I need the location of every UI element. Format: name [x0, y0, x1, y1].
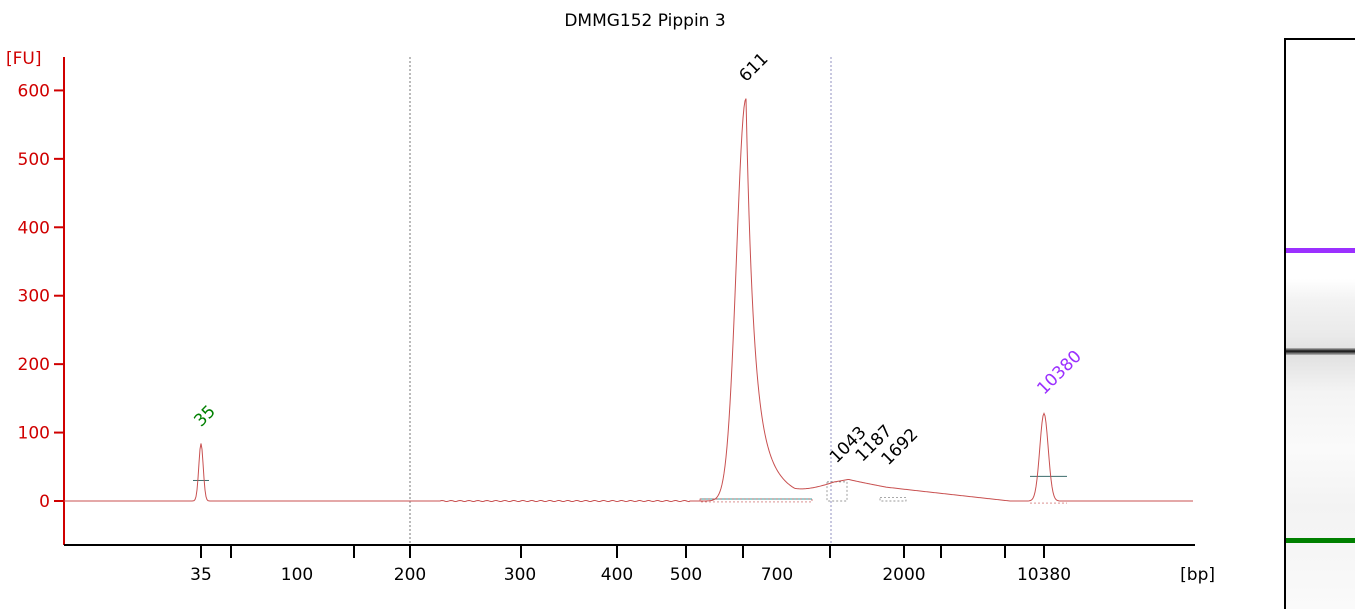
x-tick-label: 700 — [761, 565, 793, 585]
x-tick-label: 2000 — [882, 565, 925, 585]
y-tick-label: 200 — [18, 355, 50, 375]
electropherogram-trace — [64, 98, 1193, 503]
peak-region — [699, 498, 813, 503]
x-tick-label: 10380 — [1017, 565, 1071, 585]
y-tick-label: 300 — [18, 287, 50, 307]
y-tick-label: 500 — [18, 150, 50, 170]
x-tick-label: 300 — [504, 565, 536, 585]
gel-lane — [1284, 38, 1355, 609]
peak-label-35: 35 — [190, 402, 219, 431]
gel-band-upper-marker — [1286, 248, 1355, 253]
y-unit-label: [FU] — [6, 49, 42, 69]
x-unit-label: [bp] — [1180, 565, 1215, 585]
chart-title: DMMG152 Pippin 3 — [564, 11, 725, 31]
x-tick-label: 35 — [190, 565, 212, 585]
y-tick-label: 600 — [18, 81, 50, 101]
axes: 0 100 200 300 400 500 600 35 100 200 300 400 500 700 2… — [18, 57, 1195, 585]
gel-band-lower-marker — [1286, 538, 1355, 543]
peak-region — [826, 481, 848, 502]
x-tick-label: 100 — [281, 565, 313, 585]
peak-region — [879, 497, 907, 502]
peak-baselines — [193, 475, 1067, 504]
peak-label-10380: 10380 — [1033, 347, 1085, 399]
guide-lines — [409, 57, 832, 545]
electropherogram-chart: DMMG152 Pippin 3 [FU] [bp] 0 100 200 300 400… — [6, 11, 1215, 585]
gel-band-sample-band — [1286, 348, 1355, 355]
x-tick-label: 400 — [601, 565, 633, 585]
y-tick-label: 400 — [18, 218, 50, 238]
y-tick-label: 100 — [18, 424, 50, 444]
x-tick-label: 500 — [670, 565, 702, 585]
x-tick-label: 200 — [394, 565, 426, 585]
y-tick-label: 0 — [39, 492, 50, 512]
peak-label-611: 611 — [735, 49, 772, 86]
